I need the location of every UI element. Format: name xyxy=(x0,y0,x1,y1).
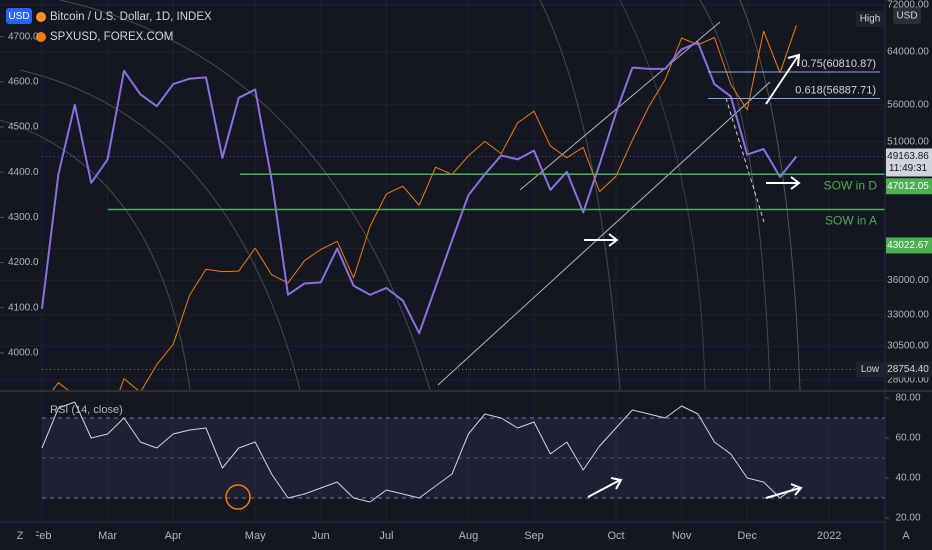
x-tick-label: Jun xyxy=(312,530,330,542)
y-tick-label: 4600.0 xyxy=(8,76,39,87)
symbol-icon xyxy=(36,32,46,42)
y2-tick-label: 56000.00 xyxy=(887,99,929,110)
channel-line xyxy=(437,81,771,386)
arrows xyxy=(584,53,803,499)
fan-arc xyxy=(619,0,706,390)
y2-tick-label: 33000.00 xyxy=(887,309,929,320)
price-badge xyxy=(886,361,932,378)
y2-tick-label: 72000.00 xyxy=(887,0,929,11)
y-tick-label: 4000.0 xyxy=(8,348,39,359)
y2-tick-label: 36000.00 xyxy=(887,275,929,286)
price-badge-label: 47012.05 xyxy=(887,181,929,192)
x-tick-label: Oct xyxy=(607,530,624,542)
series-line xyxy=(41,41,798,335)
arrow xyxy=(765,483,803,499)
price-badge xyxy=(886,178,932,195)
y-tick-label: 80.00 xyxy=(895,393,920,404)
channel-line xyxy=(519,21,721,191)
drawings xyxy=(0,0,801,390)
fan-arc xyxy=(739,0,801,390)
y-tick-label: 60.00 xyxy=(895,433,920,444)
x-tick-label: 2022 xyxy=(817,530,841,542)
currency[interactable]: USD xyxy=(896,11,917,22)
highlight-circle xyxy=(225,484,251,510)
toolbar-button[interactable]: A xyxy=(902,530,910,542)
symbol-icon xyxy=(36,12,46,22)
legend-label: Bitcoin / U.S. Dollar, 1D, INDEX xyxy=(50,11,212,23)
fan-arc xyxy=(19,69,301,390)
y-tick-label: 4500.0 xyxy=(8,122,39,133)
currency-badge[interactable] xyxy=(6,8,32,24)
y2-tick-label: 64000.00 xyxy=(887,46,929,57)
low-value-label: 28754.40 xyxy=(887,364,929,375)
arrow xyxy=(766,176,801,190)
arrow xyxy=(587,477,623,498)
y2-tick-label: 30500.00 xyxy=(887,341,929,352)
x-tick-label: Dec xyxy=(737,530,757,542)
low-badge xyxy=(856,361,884,378)
y-tick-label: 40.00 xyxy=(895,473,920,484)
fan-arc xyxy=(539,0,621,390)
toolbar-button[interactable]: Z xyxy=(17,530,24,542)
price-badge xyxy=(886,148,932,177)
high-label: High xyxy=(860,14,881,25)
currency[interactable]: USD xyxy=(8,11,29,22)
dashed-line xyxy=(725,97,765,223)
fan-arc xyxy=(59,0,431,390)
arrow xyxy=(765,53,801,105)
rsi-title: RSI (14, close) xyxy=(50,404,123,416)
y-tick-label: 4100.0 xyxy=(8,302,39,313)
main-series xyxy=(41,25,885,390)
x-tick-label: Jul xyxy=(379,530,393,542)
series-line xyxy=(41,401,797,503)
y2-tick-label: 28000.00 xyxy=(887,375,929,386)
last-price-label: 49163.86 xyxy=(887,151,929,162)
y-tick-label: 4200.0 xyxy=(8,257,39,268)
legend-label: SPXUSD, FOREX.COM xyxy=(50,31,173,43)
x-tick-label: Aug xyxy=(459,530,479,542)
high-badge xyxy=(856,11,884,27)
line-label: SOW in D xyxy=(824,178,878,192)
fan-arc xyxy=(699,0,771,390)
arrow xyxy=(584,233,619,247)
y-tick-label: 20.00 xyxy=(895,513,920,524)
rsi-series xyxy=(41,401,797,503)
x-tick-label: Nov xyxy=(672,530,692,542)
main-grid xyxy=(0,0,885,390)
y2-tick-label: 51000.00 xyxy=(887,137,929,148)
currency-badge[interactable] xyxy=(893,7,921,24)
x-tick-label: May xyxy=(245,530,266,542)
price-badge-label: 43022.67 xyxy=(887,240,929,251)
y-tick-label: 4300.0 xyxy=(8,212,39,223)
y-tick-label: 4400.0 xyxy=(8,167,39,178)
series-line xyxy=(52,25,797,390)
y-tick-label: 4700.0 xyxy=(8,31,39,42)
fib-label: 0.618(56887.71) xyxy=(795,84,876,96)
price-badge xyxy=(886,237,932,254)
fib-label: 0.75(60810.87) xyxy=(801,58,876,70)
rsi-band xyxy=(42,418,885,498)
low-label: Low xyxy=(861,364,880,375)
countdown-label: 11:49:31 xyxy=(889,163,928,174)
x-tick-label: Sep xyxy=(524,530,544,542)
x-tick-label: Apr xyxy=(165,530,182,542)
line-label: SOW in A xyxy=(825,214,877,228)
fan-arc xyxy=(0,119,191,390)
x-tick-label: Mar xyxy=(98,530,117,542)
x-tick-label: Feb xyxy=(33,530,52,542)
